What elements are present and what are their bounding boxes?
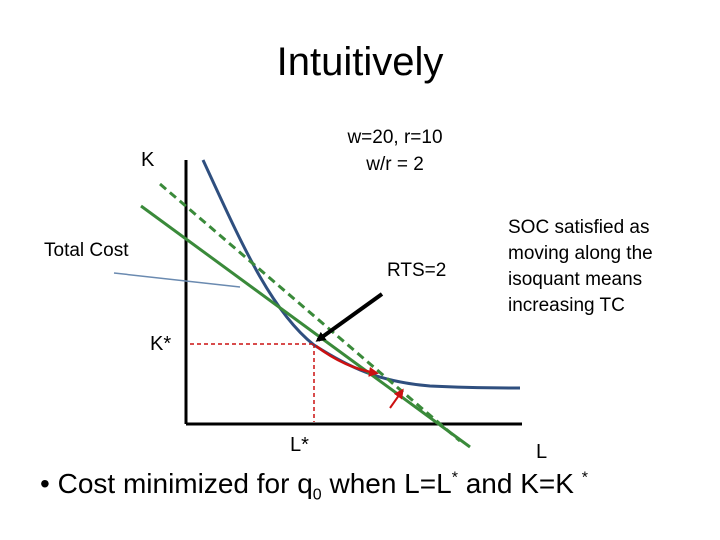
total-cost-pointer <box>113 272 241 288</box>
dashed-cost-line <box>159 182 461 443</box>
isoquant-curve <box>201 159 521 390</box>
price-parameters-line2: w/r = 2 <box>366 154 424 175</box>
bullet-text-mid: when L=L <box>321 468 452 499</box>
rts-label: RTS=2 <box>387 260 447 281</box>
soc-note: SOC satisfied as moving along the isoqua… <box>508 217 653 316</box>
bullet-symbol: • <box>40 468 50 499</box>
price-parameters: w=20, r=10 w/r = 2 <box>300 124 490 178</box>
cost-line <box>140 204 471 449</box>
slide-title: Intuitively <box>276 40 444 84</box>
rts-pointer-arrow <box>315 292 384 342</box>
l-star-label: L* <box>290 434 309 456</box>
price-parameters-line1: w=20, r=10 <box>347 127 443 148</box>
k-star-label: K* <box>150 333 172 355</box>
total-cost-label: Total Cost <box>44 240 129 261</box>
bullet-text-before: Cost minimized for q <box>57 468 313 499</box>
movement-along-isoquant-arrow <box>315 345 379 377</box>
bullet-statement: • Cost minimized for q0 when L=L* and K=… <box>40 468 588 505</box>
q-subscript: 0 <box>312 486 322 504</box>
k-star-superscript: * <box>581 469 588 487</box>
x-axis-label: L <box>536 441 548 463</box>
movement-to-higher-cost-arrow <box>389 388 404 409</box>
bullet-text-and: and K=K <box>457 468 582 499</box>
y-axis-label: K <box>141 149 155 171</box>
l-star-superscript: * <box>451 469 458 487</box>
